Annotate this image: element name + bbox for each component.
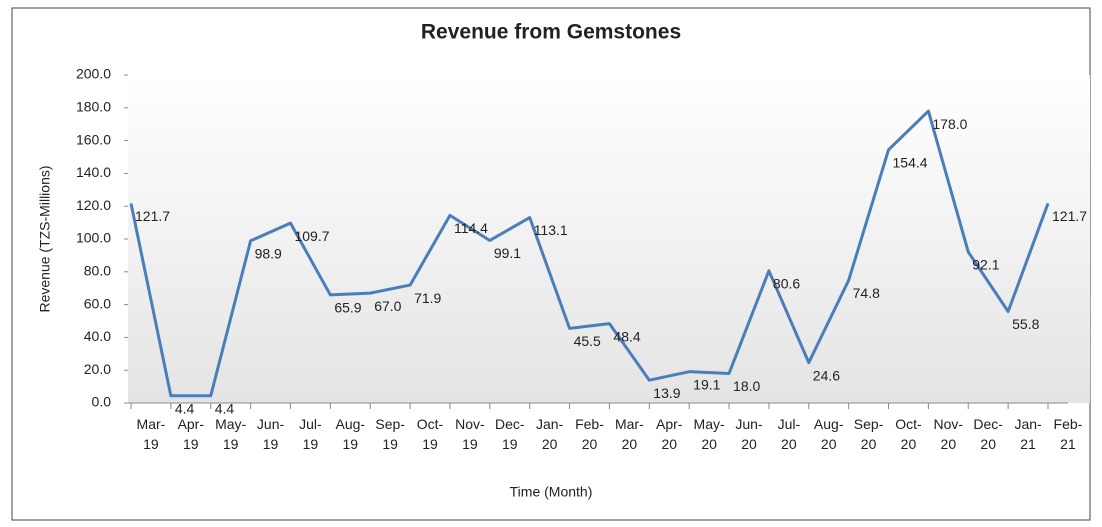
x-tick-label: Sep-20 xyxy=(854,416,884,452)
data-label: 98.9 xyxy=(255,246,282,262)
series-line xyxy=(129,109,1050,398)
data-label: 113.1 xyxy=(534,222,568,238)
data-label: 65.9 xyxy=(334,300,361,316)
x-tick-label: Dec-19 xyxy=(495,416,525,452)
y-tick-label: 20.0 xyxy=(84,361,111,377)
data-label: 92.1 xyxy=(972,257,999,273)
data-label: 18.0 xyxy=(733,378,760,394)
x-tick-label: Jul-20 xyxy=(778,416,801,452)
y-tick-label: 180.0 xyxy=(76,99,111,115)
y-tick-label: 160.0 xyxy=(76,131,111,147)
x-tick-label: Feb-20 xyxy=(575,416,604,452)
y-tick-label: 120.0 xyxy=(76,197,111,213)
y-tick-label: 0.0 xyxy=(92,394,112,410)
x-tick-label: Jun-19 xyxy=(257,416,285,452)
y-tick-label: 40.0 xyxy=(84,328,111,344)
y-axis-title: Revenue (TZS-Millions) xyxy=(37,165,53,312)
x-tick-label: Feb-21 xyxy=(1054,416,1083,452)
x-tick-label: Mar-20 xyxy=(615,416,644,452)
x-tick-label: Aug-20 xyxy=(814,416,844,452)
data-label: 4.4 xyxy=(215,400,235,416)
y-tick-label: 140.0 xyxy=(76,164,111,180)
y-tick-label: 60.0 xyxy=(84,295,111,311)
x-tick-label: Jan-20 xyxy=(536,416,564,452)
data-label: 45.5 xyxy=(574,333,601,349)
data-label: 114.4 xyxy=(454,220,488,236)
data-label: 71.9 xyxy=(414,290,441,306)
data-label: 74.8 xyxy=(853,285,880,301)
data-label: 154.4 xyxy=(893,154,928,170)
x-tick-label: Mar-19 xyxy=(137,416,166,452)
x-tick-label: Apr-20 xyxy=(656,416,683,452)
x-tick-label: Dec-20 xyxy=(973,416,1003,452)
data-label: 4.4 xyxy=(175,400,195,416)
data-label: 121.7 xyxy=(1052,208,1087,224)
data-label: 67.0 xyxy=(374,298,401,314)
x-tick-label: Oct-19 xyxy=(417,416,444,452)
x-tick-label: Jan-21 xyxy=(1014,416,1042,452)
data-label: 19.1 xyxy=(693,376,720,392)
data-label: 55.8 xyxy=(1012,316,1039,332)
y-tick-label: 100.0 xyxy=(76,230,111,246)
data-label: 24.6 xyxy=(813,367,840,383)
x-tick-label: Nov-20 xyxy=(934,416,964,452)
y-tick-label: 200.0 xyxy=(76,66,111,82)
y-tick-label: 80.0 xyxy=(84,263,111,279)
x-tick-label: May-19 xyxy=(215,416,246,452)
x-axis-title: Time (Month) xyxy=(510,484,593,500)
x-tick-label: Aug-19 xyxy=(335,416,365,452)
x-tick-label: May-20 xyxy=(694,416,725,452)
data-label: 121.7 xyxy=(135,208,170,224)
data-label: 178.0 xyxy=(932,116,967,132)
x-tick-label: Oct-20 xyxy=(895,416,922,452)
data-label: 48.4 xyxy=(613,328,640,344)
x-tick-label: Nov-19 xyxy=(455,416,485,452)
x-tick-label: Apr-19 xyxy=(178,416,205,452)
data-label: 109.7 xyxy=(294,228,329,244)
x-tick-label: Jun-20 xyxy=(735,416,763,452)
plot-area xyxy=(128,75,1090,403)
data-label: 80.6 xyxy=(773,276,800,292)
data-label: 13.9 xyxy=(653,385,680,401)
data-label: 99.1 xyxy=(494,245,521,261)
chart-title: Revenue from Gemstones xyxy=(421,21,681,44)
x-tick-label: Jul-19 xyxy=(299,416,322,452)
x-tick-label: Sep-19 xyxy=(375,416,405,452)
